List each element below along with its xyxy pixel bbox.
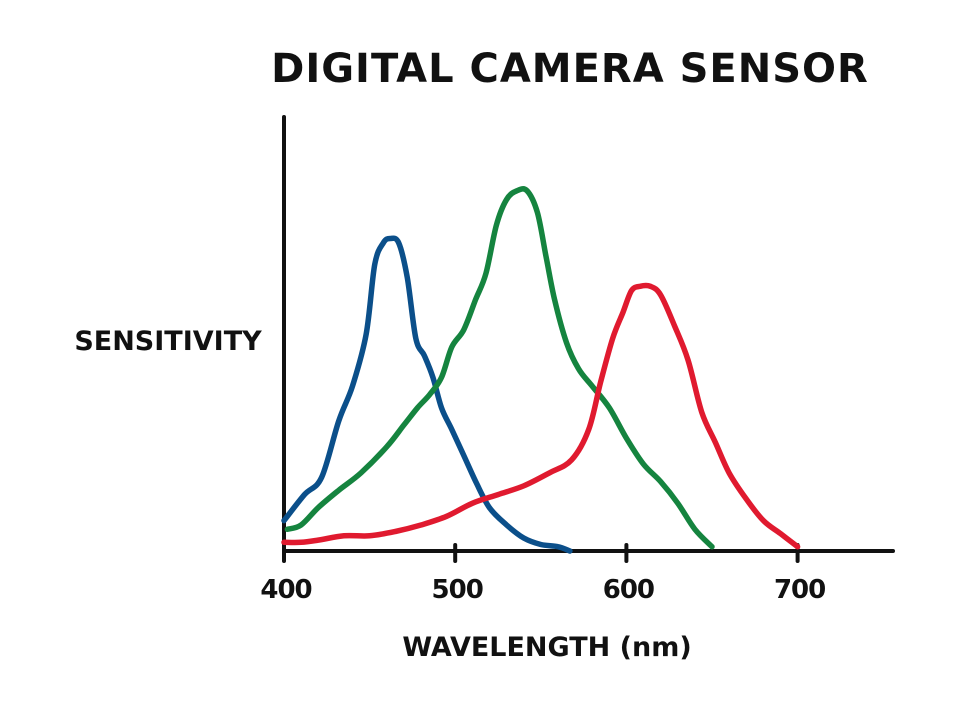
x-tick-label: 600 bbox=[603, 575, 654, 605]
series-layer bbox=[281, 186, 801, 554]
green-sensitivity-curve bbox=[284, 186, 715, 550]
chart-title: DIGITAL CAMERA SENSOR bbox=[271, 46, 869, 92]
y-axis-label: SENSITIVITY bbox=[74, 326, 262, 357]
x-tick-label: 400 bbox=[260, 575, 311, 605]
blue-sensitivity-curve bbox=[281, 235, 573, 554]
x-tick-label: 500 bbox=[432, 575, 483, 605]
red-sensitivity-curve bbox=[281, 282, 801, 550]
x-axis-label: WAVELENGTH (nm) bbox=[402, 632, 691, 663]
x-tick-label: 700 bbox=[774, 575, 825, 605]
x-axis-ticks: 400 500 600 700 bbox=[260, 543, 826, 605]
